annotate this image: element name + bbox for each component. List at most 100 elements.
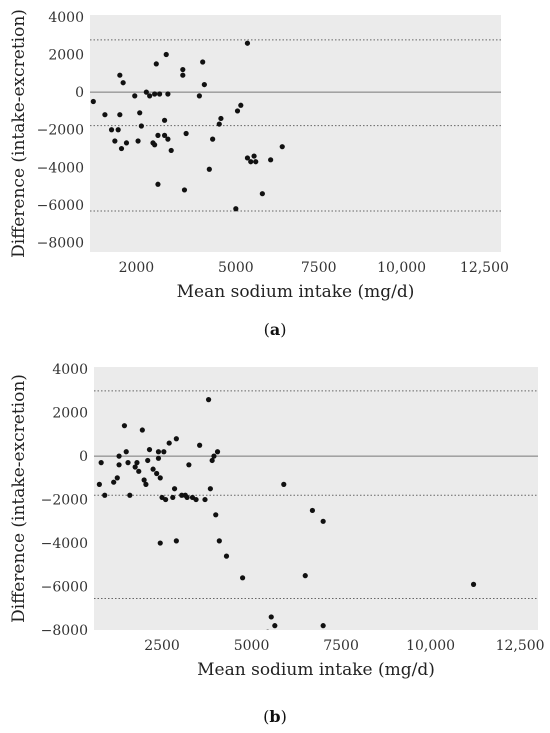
data-point bbox=[108, 127, 115, 133]
data-point bbox=[166, 440, 172, 446]
data-point bbox=[210, 136, 216, 142]
data-point bbox=[139, 427, 145, 433]
y-tick-label: 2000 bbox=[48, 48, 84, 64]
data-point bbox=[147, 93, 153, 99]
data-point bbox=[244, 40, 251, 46]
data-point bbox=[209, 457, 215, 464]
y-tick-label: −2000 bbox=[37, 123, 84, 139]
x-tick-label: 2500 bbox=[144, 638, 180, 654]
y-tick-label: 4000 bbox=[52, 362, 88, 378]
data-point bbox=[117, 72, 123, 78]
data-point bbox=[90, 98, 96, 105]
data-point bbox=[132, 93, 138, 99]
data-point bbox=[135, 138, 141, 144]
y-tick-label: −6000 bbox=[37, 198, 84, 214]
data-point bbox=[216, 538, 222, 544]
data-point bbox=[268, 157, 274, 163]
data-point bbox=[213, 512, 219, 518]
data-point bbox=[320, 623, 326, 629]
data-point bbox=[205, 397, 212, 403]
x-tick-label: 5000 bbox=[218, 260, 254, 276]
data-point bbox=[214, 449, 221, 455]
data-point bbox=[136, 468, 142, 474]
data-point bbox=[207, 486, 213, 492]
data-point bbox=[125, 460, 131, 466]
data-point bbox=[141, 477, 147, 483]
data-point bbox=[244, 155, 251, 161]
data-point bbox=[171, 486, 178, 492]
data-point bbox=[143, 481, 149, 487]
data-point bbox=[145, 457, 151, 464]
y-tick-label: −6000 bbox=[41, 580, 88, 596]
data-point bbox=[183, 130, 189, 137]
data-point bbox=[153, 61, 159, 67]
data-point bbox=[197, 442, 203, 448]
chart-panel-a: 2000 5000 7500 10,000 12,500 4000 2000 0 −2000 −… bbox=[9, 9, 509, 339]
data-point bbox=[152, 142, 158, 148]
data-point bbox=[202, 496, 208, 503]
data-point bbox=[170, 494, 176, 501]
data-point bbox=[165, 136, 171, 142]
data-point bbox=[238, 102, 244, 108]
data-point bbox=[161, 117, 168, 123]
data-point bbox=[186, 462, 192, 468]
x-tick-label: 12,500 bbox=[496, 638, 545, 654]
data-point bbox=[152, 91, 158, 97]
y-tick-label: −4000 bbox=[37, 160, 84, 176]
data-point bbox=[248, 159, 254, 165]
data-point bbox=[143, 89, 149, 95]
data-point bbox=[161, 132, 168, 138]
data-point bbox=[102, 492, 108, 498]
y-tick-label: −4000 bbox=[41, 536, 88, 552]
data-point bbox=[179, 492, 185, 498]
y-tick-label: 0 bbox=[79, 449, 88, 465]
data-point bbox=[123, 449, 129, 455]
data-point bbox=[206, 166, 212, 172]
data-point bbox=[98, 460, 104, 466]
data-point bbox=[184, 494, 190, 501]
data-point bbox=[259, 191, 265, 197]
x-axis-title-a: Mean sodium intake (mg/d) bbox=[177, 282, 415, 302]
data-point bbox=[117, 112, 123, 118]
data-point bbox=[233, 206, 239, 212]
data-point bbox=[134, 460, 140, 466]
data-point bbox=[239, 575, 246, 581]
data-point bbox=[251, 153, 257, 159]
data-point bbox=[211, 453, 217, 459]
data-point bbox=[120, 80, 126, 86]
x-tick-label: 10,000 bbox=[377, 260, 426, 276]
plot-area-b bbox=[94, 367, 538, 630]
x-axis-title-b: Mean sodium intake (mg/d) bbox=[197, 660, 435, 680]
y-tick-label: −2000 bbox=[41, 493, 88, 509]
data-point bbox=[253, 159, 259, 165]
y-tick-label: 0 bbox=[75, 85, 84, 101]
y-tick-label: −8000 bbox=[37, 236, 84, 252]
data-point bbox=[173, 436, 179, 442]
data-point bbox=[165, 91, 171, 97]
data-point bbox=[279, 144, 285, 150]
chart-panel-b: 2500 5000 7500 10,000 12,500 4000 2000 0 −2000 −… bbox=[9, 362, 545, 726]
data-point bbox=[196, 93, 202, 99]
x-tick-label: 12,500 bbox=[460, 260, 509, 276]
data-point bbox=[138, 123, 144, 129]
data-point bbox=[180, 66, 186, 73]
data-point bbox=[223, 553, 230, 559]
data-point bbox=[163, 51, 169, 58]
data-point bbox=[470, 581, 477, 587]
data-point bbox=[157, 475, 163, 481]
y-axis-title-b: Difference (intake-excretion) bbox=[9, 374, 29, 623]
data-point bbox=[157, 91, 163, 97]
data-point bbox=[155, 181, 161, 187]
panel-caption-a: (a) bbox=[264, 320, 287, 339]
data-point bbox=[116, 462, 122, 468]
data-point bbox=[302, 573, 308, 579]
data-point bbox=[111, 479, 117, 485]
data-point bbox=[132, 464, 138, 470]
data-point bbox=[123, 140, 130, 146]
y-axis-title-a: Difference (intake-excretion) bbox=[9, 9, 29, 258]
data-point bbox=[181, 187, 188, 193]
data-point bbox=[272, 623, 278, 629]
data-point bbox=[200, 59, 206, 65]
plot-area-a bbox=[90, 15, 501, 252]
data-point bbox=[266, 629, 270, 630]
